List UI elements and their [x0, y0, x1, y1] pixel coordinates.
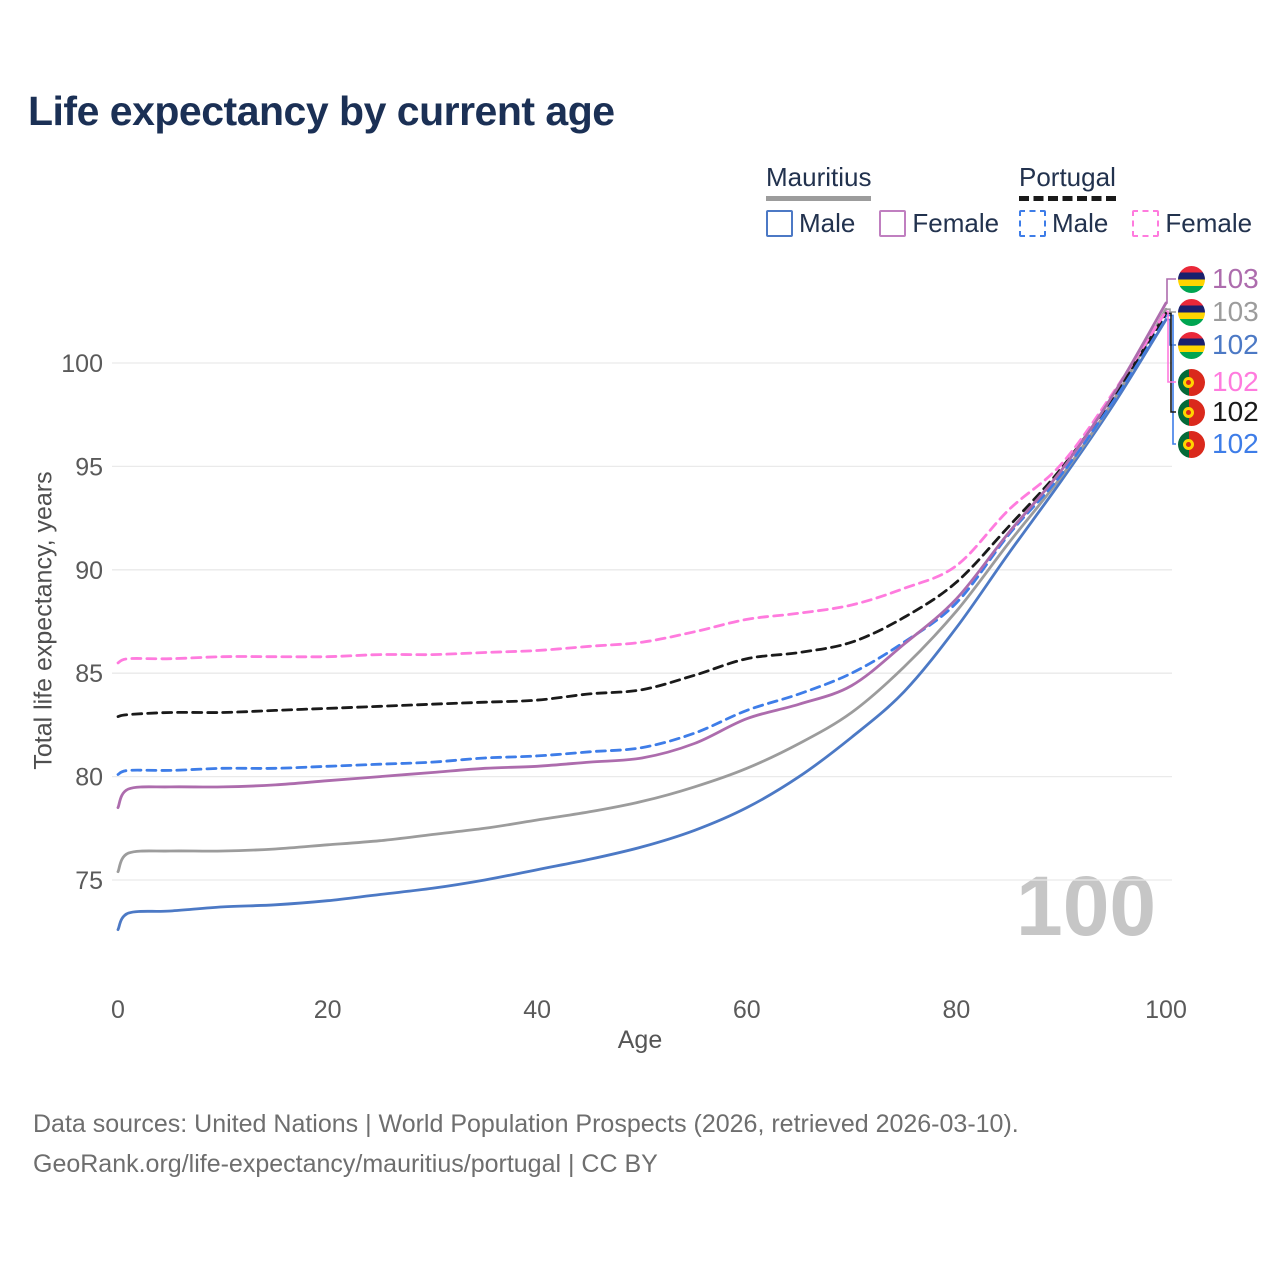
- leader-line-pt-female: [1166, 310, 1176, 383]
- legend-item-mauritius-male[interactable]: Male: [766, 208, 855, 239]
- legend-swatch-mauritius-male: [766, 210, 793, 237]
- footer-data-sources: Data sources: United Nations | World Pop…: [33, 1110, 1019, 1138]
- end-value-label-pt-female: 102: [1212, 366, 1259, 397]
- portugal-emblem: [1183, 438, 1194, 450]
- footer: Data sources: United Nations | World Pop…: [33, 1104, 1019, 1184]
- flag-icon-portugal: [1178, 368, 1205, 396]
- footer-attribution: GeoRank.org/life-expectancy/mauritius/po…: [33, 1150, 658, 1178]
- y-axis-title: Total life expectancy, years: [29, 471, 58, 770]
- x-axis-title-text: Age: [617, 1026, 663, 1054]
- x-tick-label-20: 20: [314, 996, 342, 1024]
- legend-swatch-mauritius-female: [879, 210, 907, 237]
- legend-item-portugal-female[interactable]: Female: [1132, 208, 1252, 239]
- y-tick-label-75: 75: [75, 867, 103, 895]
- legend-item-label: Female: [1165, 208, 1253, 238]
- line-mu-male[interactable]: [116, 318, 1168, 931]
- legend-item-mauritius-female[interactable]: Female: [879, 208, 999, 239]
- y-tick-label-90: 90: [75, 557, 103, 585]
- x-tick-label-0: 0: [111, 996, 125, 1024]
- leader-line-mu-female: [1166, 278, 1176, 304]
- flag-icon-portugal: [1178, 430, 1205, 458]
- line-mu-total[interactable]: [116, 307, 1168, 874]
- line-pt-male[interactable]: [116, 314, 1168, 776]
- legend-swatch-portugal-female: [1132, 210, 1160, 237]
- flag-icon-mauritius: [1178, 265, 1205, 293]
- legend-group-portugal: Portugal Male Female: [1019, 162, 1252, 239]
- legend-items-mauritius: Male Female: [766, 208, 999, 239]
- y-tick-label-100: 100: [61, 350, 103, 378]
- end-value-label-pt-male: 102: [1212, 428, 1259, 459]
- y-tick-label-85: 85: [75, 660, 103, 688]
- x-axis-title: Age: [0, 1026, 1280, 1055]
- legend-header-mauritius[interactable]: Mauritius: [766, 162, 872, 201]
- y-tick-label-80: 80: [75, 764, 103, 792]
- leader-line-pt-male: [1166, 314, 1176, 445]
- end-value-label-pt-total: 102: [1212, 396, 1259, 427]
- portugal-emblem: [1183, 376, 1194, 388]
- mauritius-line-style-underline: [766, 196, 872, 201]
- chart-title: Life expectancy by current age: [28, 88, 615, 134]
- legend-group-mauritius: Mauritius Male Female: [766, 162, 999, 239]
- age-counter-watermark: 100: [1016, 859, 1157, 953]
- legend-swatch-portugal-male: [1019, 210, 1046, 237]
- legend-item-label: Female: [912, 208, 1000, 238]
- legend-item-label: Male: [1052, 208, 1109, 238]
- flag-icon-portugal: [1178, 398, 1205, 426]
- x-tick-label-60: 60: [733, 996, 761, 1024]
- end-value-label-mu-female: 103: [1212, 263, 1259, 294]
- end-value-label-mu-male: 102: [1212, 329, 1259, 360]
- flag-icon-mauritius: [1178, 331, 1205, 359]
- legend-items-portugal: Male Female: [1019, 208, 1252, 239]
- x-tick-label-100: 100: [1145, 996, 1187, 1024]
- legend-item-portugal-male[interactable]: Male: [1019, 208, 1108, 239]
- portugal-emblem: [1183, 406, 1194, 418]
- line-pt-female[interactable]: [116, 309, 1168, 665]
- leader-line-mu-total: [1166, 308, 1176, 313]
- y-tick-label-95: 95: [75, 453, 103, 481]
- legend-header-portugal[interactable]: Portugal: [1019, 162, 1116, 201]
- portugal-line-style-underline: [1019, 196, 1116, 201]
- x-tick-label-40: 40: [523, 996, 551, 1024]
- end-value-label-mu-total: 103: [1212, 296, 1259, 327]
- line-pt-total[interactable]: [116, 312, 1168, 718]
- legend-header-label: Mauritius: [766, 162, 872, 192]
- x-tick-label-80: 80: [942, 996, 970, 1024]
- line-mu-female[interactable]: [116, 301, 1168, 809]
- legend-item-label: Male: [799, 208, 856, 238]
- flag-icon-mauritius: [1178, 298, 1205, 326]
- legend-header-label: Portugal: [1019, 162, 1116, 192]
